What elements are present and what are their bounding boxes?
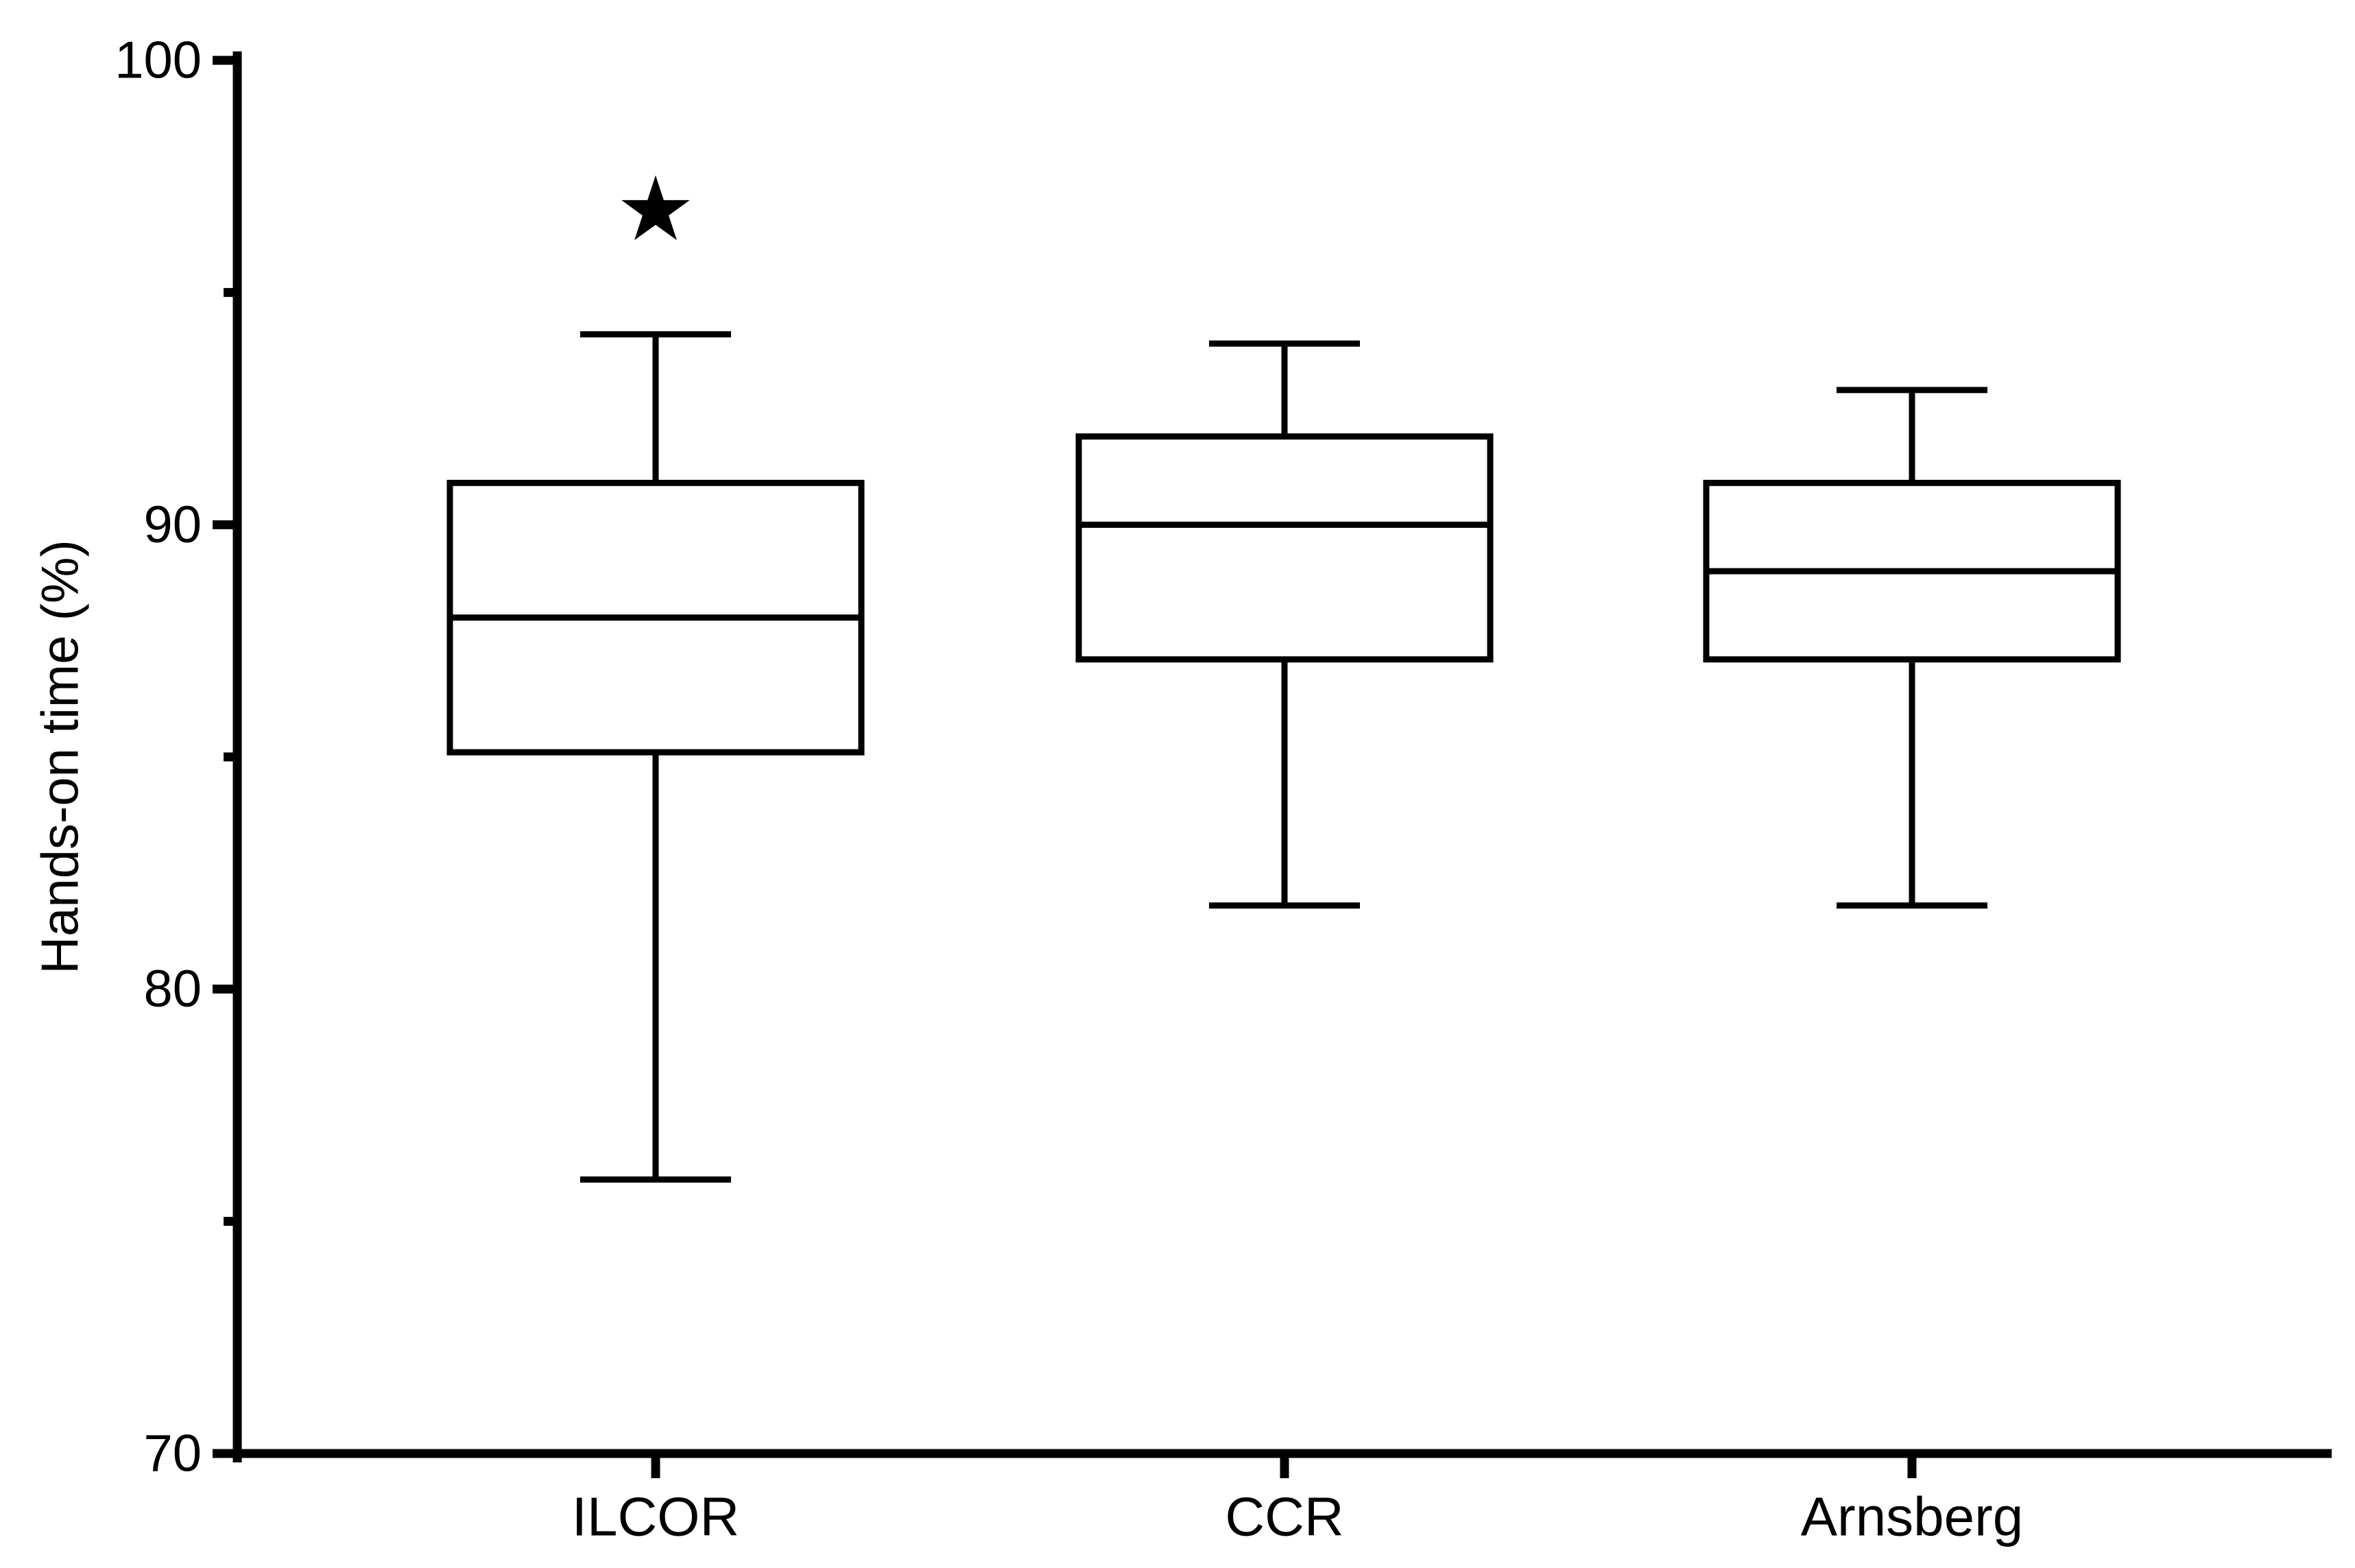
box-iqr [1075,433,1494,663]
x-tick-label-ilcor: ILCOR [572,1486,740,1547]
y-tick-label: 100 [115,32,202,90]
box-arnsberg [1703,387,2121,909]
y-axis-title: Hands-on time (%) [32,540,90,974]
axes [213,51,2332,1478]
plot-marks: ★ [446,159,2121,1183]
x-tick-label-arnsberg: Arnsberg [1801,1486,2024,1547]
axis-labels: 70 80 90 100 ILCOR CCR Arnsberg Hands-on time (… [32,32,2024,1547]
x-tick-label-ccr: CCR [1225,1486,1343,1547]
significance-star-icon: ★ [616,159,696,259]
y-tick-label: 70 [143,1425,202,1483]
box-ilcor [446,331,865,1183]
y-tick-label: 90 [143,496,202,554]
box-ccr [1075,340,1494,909]
y-tick-label: 80 [143,960,202,1018]
